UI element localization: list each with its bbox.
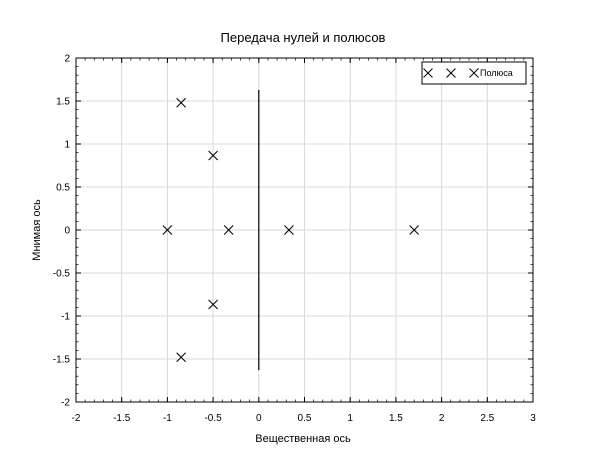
y-tick-label: 1.5 bbox=[56, 97, 70, 108]
x-tick-label: 1.5 bbox=[389, 413, 403, 424]
y-tick-label: -1.5 bbox=[53, 355, 71, 366]
chart-title: Передача нулей и полюсов bbox=[221, 30, 386, 45]
y-tick-label: 0 bbox=[64, 226, 70, 237]
legend: Полюса bbox=[421, 61, 527, 85]
legend-marker bbox=[469, 68, 479, 78]
x-tick-label: 1 bbox=[347, 413, 353, 424]
y-tick-label: 1 bbox=[64, 140, 70, 151]
data-points bbox=[162, 97, 420, 363]
pole-marker bbox=[162, 225, 173, 235]
x-tick-label: -1 bbox=[163, 413, 172, 424]
y-axis: -2 -1.5 -1 -0.5 0 0.5 1 1.5 2 bbox=[53, 54, 533, 409]
legend-marker bbox=[446, 68, 456, 78]
x-tick-label: 0 bbox=[256, 413, 262, 424]
x-tick-label: 0.5 bbox=[298, 413, 312, 424]
x-axis: -2 -1.5 -1 -0.5 0 0.5 1 1.5 2 2.5 3 bbox=[72, 58, 536, 424]
y-tick-label: -0.5 bbox=[53, 269, 71, 280]
pole-marker bbox=[208, 150, 218, 161]
legend-label: Полюса bbox=[480, 68, 513, 78]
y-tick-label: -2 bbox=[61, 398, 70, 409]
pole-marker bbox=[176, 97, 186, 108]
x-tick-label: 3 bbox=[530, 413, 536, 424]
x-tick-label: -1.5 bbox=[113, 413, 131, 424]
x-tick-label: -2 bbox=[72, 413, 81, 424]
y-tick-label: -1 bbox=[61, 312, 70, 323]
pole-marker bbox=[409, 225, 420, 235]
legend-markers bbox=[423, 68, 479, 78]
x-tick-label: -0.5 bbox=[204, 413, 222, 424]
x-tick-label: 2 bbox=[439, 413, 445, 424]
x-axis-label: Вещественная ось bbox=[255, 433, 351, 445]
pole-marker bbox=[176, 352, 186, 363]
legend-marker bbox=[423, 68, 433, 78]
pole-marker bbox=[223, 225, 234, 235]
y-axis-label: Мнимая ось bbox=[31, 199, 43, 261]
x-tick-label: 2.5 bbox=[480, 413, 494, 424]
y-tick-label: 0.5 bbox=[56, 183, 70, 194]
y-tick-label: 2 bbox=[64, 54, 70, 65]
pole-marker bbox=[284, 225, 294, 235]
pole-marker bbox=[208, 299, 218, 310]
